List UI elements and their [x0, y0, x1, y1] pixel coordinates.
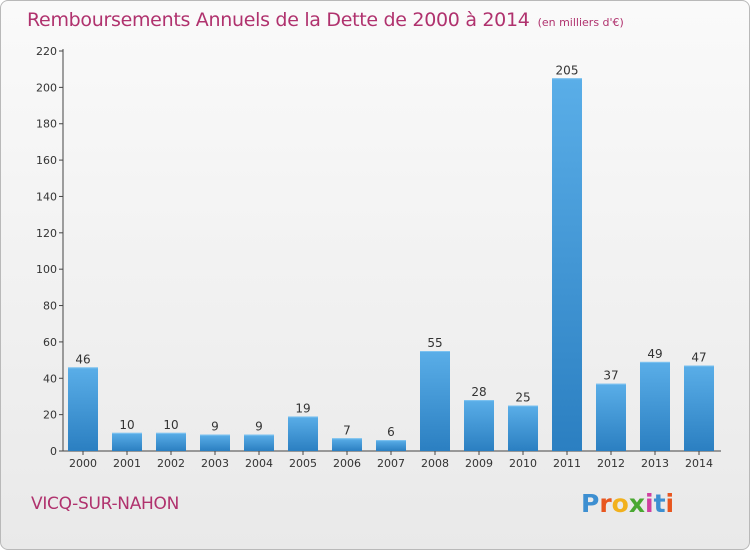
bar [332, 438, 362, 451]
y-tick-label: 40 [43, 372, 57, 385]
bar [684, 365, 714, 451]
x-tick-label: 2006 [333, 457, 361, 470]
y-tick-label: 220 [36, 45, 57, 58]
x-tick-label: 2012 [597, 457, 625, 470]
bar-value-label: 47 [691, 351, 706, 365]
x-tick-label: 2010 [509, 457, 537, 470]
chart-labels: 0 20 40 60 80 100 120 140 160 180 200 220 46 2000 10 20… [36, 45, 713, 470]
chart-bars [68, 78, 714, 451]
x-tick-label: 2008 [421, 457, 449, 470]
y-tick-label: 100 [36, 263, 57, 276]
bar [552, 78, 582, 451]
bar-value-label: 46 [75, 352, 90, 366]
chart-unit-note: (en milliers d'€) [537, 16, 624, 29]
bar [156, 432, 186, 451]
x-tick-label: 2007 [377, 457, 405, 470]
bar [200, 434, 230, 451]
bar-value-label: 10 [119, 418, 134, 432]
chart-title: Remboursements Annuels de la Dette de 20… [27, 9, 530, 31]
bar-value-label: 6 [387, 425, 395, 439]
x-tick-label: 2004 [245, 457, 273, 470]
y-tick-label: 20 [43, 409, 57, 422]
commune-name: VICQ-SUR-NAHON [31, 494, 180, 514]
bar-value-label: 49 [647, 347, 662, 361]
logo-letter: t [653, 489, 666, 518]
bar [464, 400, 494, 451]
bar-chart: 0 20 40 60 80 100 120 140 160 180 200 220 46 2000 10 20… [36, 45, 721, 470]
y-tick-label: 180 [36, 118, 57, 131]
logo-letter: i [645, 489, 654, 518]
bar-value-label: 25 [515, 391, 530, 405]
logo-letter: P [581, 489, 600, 518]
bar [244, 434, 274, 451]
x-tick-label: 2011 [553, 457, 581, 470]
bar [596, 383, 626, 451]
x-tick-label: 2002 [157, 457, 185, 470]
bar [640, 361, 670, 451]
y-tick-label: 0 [50, 445, 57, 458]
y-tick-label: 160 [36, 154, 57, 167]
bar [420, 351, 450, 451]
y-tick-label: 80 [43, 300, 57, 313]
logo-letter: r [599, 489, 612, 518]
bar-value-label: 205 [556, 63, 579, 77]
logo-letter: i [665, 489, 675, 518]
y-tick-label: 60 [43, 336, 57, 349]
bar [376, 440, 406, 451]
y-tick-label: 140 [36, 190, 57, 203]
x-tick-label: 2013 [641, 457, 669, 470]
x-tick-label: 2009 [465, 457, 493, 470]
x-tick-label: 2000 [69, 457, 97, 470]
bar-value-label: 9 [211, 420, 219, 434]
bar-value-label: 10 [163, 418, 178, 432]
bar [508, 405, 538, 451]
x-tick-label: 2003 [201, 457, 229, 470]
y-tick-label: 200 [36, 81, 57, 94]
bar [112, 432, 142, 451]
bar-value-label: 7 [343, 423, 351, 437]
logo-letter: o [611, 489, 629, 518]
logo-letter: x [628, 489, 645, 518]
x-tick-label: 2014 [685, 457, 713, 470]
bar [68, 367, 98, 451]
y-tick-label: 120 [36, 227, 57, 240]
x-tick-label: 2005 [289, 457, 317, 470]
bar-value-label: 37 [603, 369, 618, 383]
x-tick-label: 2001 [113, 457, 141, 470]
bar-value-label: 55 [427, 336, 442, 350]
bar-value-label: 9 [255, 420, 263, 434]
chart-title-block: Remboursements Annuels de la Dette de 20… [27, 9, 624, 31]
bar [288, 416, 318, 451]
bar-value-label: 28 [471, 385, 486, 399]
proxiti-logo: Proxiti [581, 489, 674, 518]
bar-value-label: 19 [295, 401, 310, 415]
